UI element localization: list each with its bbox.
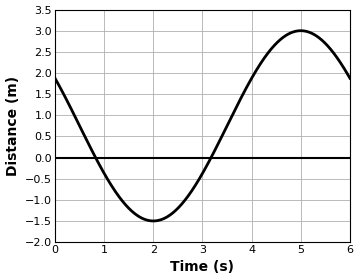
Y-axis label: Distance (m): Distance (m) — [5, 76, 19, 176]
X-axis label: Time (s): Time (s) — [171, 260, 234, 274]
